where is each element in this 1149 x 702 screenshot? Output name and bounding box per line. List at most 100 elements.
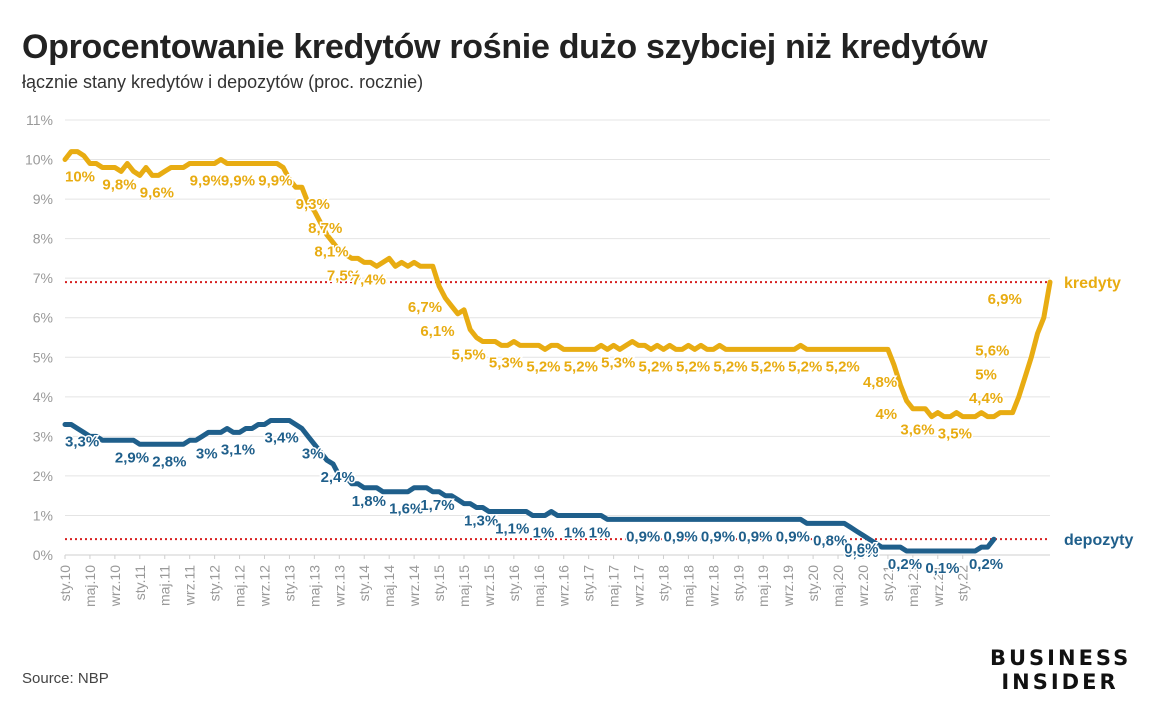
- x-tick-label: sty.16: [506, 565, 522, 602]
- x-tick-label: sty.19: [730, 565, 746, 602]
- data-label-kredyty: 9,9%: [221, 173, 255, 190]
- data-label-kredyty: 5,5%: [452, 347, 486, 364]
- x-tick-label: maj.19: [755, 565, 771, 607]
- x-tick-label: maj.13: [306, 565, 322, 607]
- x-tick-label: maj.18: [680, 565, 696, 607]
- data-label-depozyty: 2,9%: [115, 449, 149, 466]
- data-label-kredyty: 5%: [975, 366, 997, 383]
- data-label-kredyty: 5,2%: [751, 358, 785, 375]
- data-label-kredyty: 5,2%: [676, 358, 710, 375]
- y-tick-label: 9%: [33, 191, 53, 207]
- x-tick-label: maj.14: [381, 565, 397, 607]
- x-tick-label: wrz.14: [406, 565, 422, 607]
- chart-subtitle: łącznie stany kredytów i depozytów (proc…: [22, 72, 424, 92]
- data-label-kredyty: 5,2%: [564, 358, 598, 375]
- data-label-depozyty: 2,4%: [321, 469, 355, 486]
- data-label-depozyty: 0,2%: [888, 556, 922, 573]
- series-label-kredyty: kredyty: [1064, 275, 1121, 292]
- data-label-depozyty: 0,9%: [663, 528, 697, 545]
- data-label-depozyty: 1,8%: [352, 493, 386, 510]
- data-label-kredyty: 6,1%: [420, 323, 454, 340]
- data-label-kredyty: 7,5%: [327, 267, 361, 284]
- y-tick-label: 4%: [33, 389, 53, 405]
- data-label-kredyty: 6,7%: [408, 299, 442, 316]
- x-tick-label: sty.15: [431, 565, 447, 602]
- data-label-kredyty: 9,3%: [296, 196, 330, 213]
- x-tick-label: sty.17: [581, 565, 597, 602]
- x-tick-label: wrz.13: [331, 565, 347, 607]
- x-tick-label: sty.11: [132, 565, 148, 600]
- data-label-depozyty: 3%: [302, 445, 324, 462]
- data-label-kredyty: 9,9%: [190, 173, 224, 190]
- x-tick-label: wrz.21: [930, 565, 946, 607]
- data-label-depozyty: 3%: [196, 445, 218, 462]
- chart-title: Oprocentowanie kredytów rośnie dużo szyb…: [22, 28, 988, 66]
- data-label-kredyty: 4,8%: [863, 374, 897, 391]
- data-label-kredyty: 3,5%: [938, 426, 972, 443]
- data-label-kredyty: 5,2%: [526, 358, 560, 375]
- x-tick-label: wrz.10: [107, 565, 123, 607]
- data-label-depozyty: 1,1%: [495, 521, 529, 538]
- data-label-kredyty: 5,2%: [826, 358, 860, 375]
- x-tick-label: maj.10: [82, 565, 98, 607]
- data-label-kredyty: 4%: [875, 406, 897, 423]
- data-label-depozyty: 1%: [533, 524, 555, 541]
- x-tick-label: wrz.19: [780, 565, 796, 607]
- x-tick-label: wrz.18: [705, 565, 721, 607]
- y-tick-label: 2%: [33, 468, 53, 484]
- source-note: Source: NBP: [22, 670, 109, 687]
- data-label-depozyty: 0,2%: [969, 556, 1003, 573]
- x-tick-label: maj.16: [531, 565, 547, 607]
- series-line-kredyty: [62, 149, 1053, 420]
- data-label-kredyty: 8,1%: [314, 244, 348, 261]
- x-tick-label: maj.12: [232, 565, 248, 607]
- data-label-depozyty: 0,9%: [738, 528, 772, 545]
- data-label-kredyty: 5,3%: [601, 354, 635, 371]
- y-tick-label: 6%: [33, 310, 53, 326]
- data-label-kredyty: 9,8%: [102, 176, 136, 193]
- data-label-depozyty: 0,1%: [925, 560, 959, 577]
- y-tick-label: 11%: [26, 112, 53, 128]
- x-tick-label: wrz.15: [481, 565, 497, 607]
- data-label-depozyty: 3,3%: [65, 434, 99, 451]
- x-tick-label: sty.13: [281, 565, 297, 602]
- data-label-depozyty: 0,9%: [701, 528, 735, 545]
- y-tick-label: 10%: [25, 152, 53, 168]
- x-tick-label: maj.17: [606, 565, 622, 607]
- data-label-depozyty: 2,8%: [152, 453, 186, 470]
- data-label-depozyty: 1%: [589, 524, 611, 541]
- data-label-kredyty: 8,7%: [308, 220, 342, 237]
- data-label-depozyty: 3,4%: [264, 430, 298, 447]
- x-tick-label: sty.22: [955, 565, 971, 602]
- x-tick-label: maj.15: [456, 565, 472, 607]
- series-label-depozyty: depozyty: [1064, 532, 1133, 549]
- data-label-kredyty: 6,9%: [988, 291, 1022, 308]
- data-label-kredyty: 5,6%: [975, 343, 1009, 360]
- x-tick-label: maj.21: [905, 565, 921, 607]
- x-tick-label: sty.14: [356, 565, 372, 602]
- x-tick-label: sty.20: [805, 565, 821, 602]
- data-label-depozyty: 0,9%: [626, 528, 660, 545]
- x-tick-label: maj.20: [830, 565, 846, 607]
- y-tick-label: 7%: [33, 270, 53, 286]
- data-label-depozyty: 1,3%: [464, 513, 498, 530]
- data-label-depozyty: 1,7%: [420, 497, 454, 514]
- x-tick-label: wrz.11: [182, 565, 198, 606]
- data-label-kredyty: 9,9%: [258, 173, 292, 190]
- y-tick-label: 1%: [33, 507, 53, 523]
- x-tick-label: wrz.12: [256, 565, 272, 607]
- data-label-depozyty: 1%: [564, 524, 586, 541]
- x-tick-label: wrz.16: [556, 565, 572, 607]
- logo-line-1: BUSINESS: [990, 646, 1132, 670]
- data-label-depozyty: 0,5%: [844, 544, 878, 561]
- x-tick-label: sty.10: [57, 565, 73, 602]
- data-label-depozyty: 3,1%: [221, 441, 255, 458]
- data-label-depozyty: 1,6%: [389, 501, 423, 518]
- y-tick-label: 0%: [33, 547, 53, 563]
- data-label-depozyty: 0,9%: [776, 528, 810, 545]
- y-tick-label: 5%: [33, 349, 53, 365]
- logo-line-2: INSIDER: [1001, 670, 1119, 694]
- data-label-kredyty: 4,4%: [969, 390, 1003, 407]
- x-tick-label: wrz.20: [855, 565, 871, 607]
